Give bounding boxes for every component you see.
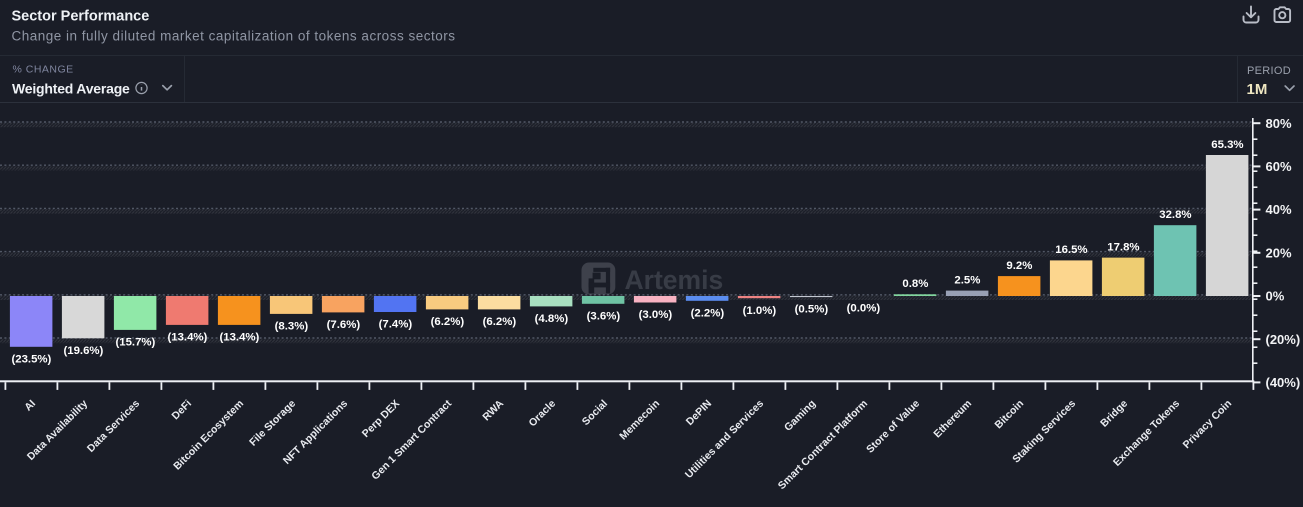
svg-text:(2.2%): (2.2%) — [691, 307, 725, 319]
svg-text:0.8%: 0.8% — [902, 278, 928, 290]
svg-text:(13.4%): (13.4%) — [167, 332, 207, 344]
svg-text:Weighted Average: Weighted Average — [12, 81, 130, 97]
svg-text:(7.6%): (7.6%) — [327, 319, 361, 331]
svg-text:(3.0%): (3.0%) — [639, 309, 673, 321]
svg-text:(8.3%): (8.3%) — [275, 321, 309, 333]
svg-text:PERIOD: PERIOD — [1247, 65, 1291, 77]
svg-text:0%: 0% — [1266, 289, 1285, 304]
svg-text:60%: 60% — [1266, 159, 1292, 174]
svg-text:(20%): (20%) — [1266, 332, 1301, 347]
svg-text:32.8%: 32.8% — [1159, 209, 1191, 221]
svg-text:(19.6%): (19.6%) — [63, 345, 103, 357]
svg-text:2.5%: 2.5% — [954, 274, 980, 286]
svg-text:(6.2%): (6.2%) — [483, 316, 517, 328]
svg-text:(4.8%): (4.8%) — [535, 313, 569, 325]
svg-text:% CHANGE: % CHANGE — [13, 64, 74, 76]
svg-text:9.2%: 9.2% — [1006, 260, 1032, 272]
svg-text:17.8%: 17.8% — [1107, 241, 1139, 253]
svg-text:20%: 20% — [1266, 245, 1292, 260]
svg-text:Sector Performance: Sector Performance — [12, 8, 150, 24]
svg-text:80%: 80% — [1266, 116, 1292, 131]
svg-text:(13.4%): (13.4%) — [219, 332, 259, 344]
svg-text:(0.0%): (0.0%) — [847, 303, 881, 315]
svg-text:(6.2%): (6.2%) — [431, 316, 465, 328]
svg-text:40%: 40% — [1266, 202, 1292, 217]
svg-text:(3.6%): (3.6%) — [587, 310, 621, 322]
svg-text:Artemis: Artemis — [625, 265, 724, 295]
svg-text:16.5%: 16.5% — [1055, 244, 1087, 256]
svg-text:(15.7%): (15.7%) — [115, 337, 155, 349]
svg-text:(40%): (40%) — [1266, 375, 1301, 390]
svg-text:65.3%: 65.3% — [1211, 139, 1243, 151]
svg-text:(23.5%): (23.5%) — [11, 353, 51, 365]
svg-text:1M: 1M — [1247, 81, 1268, 98]
svg-text:Change in fully diluted market: Change in fully diluted market capitaliz… — [12, 29, 456, 44]
svg-text:(1.0%): (1.0%) — [743, 305, 777, 317]
svg-text:(7.4%): (7.4%) — [379, 319, 413, 331]
svg-text:(0.5%): (0.5%) — [795, 304, 829, 316]
